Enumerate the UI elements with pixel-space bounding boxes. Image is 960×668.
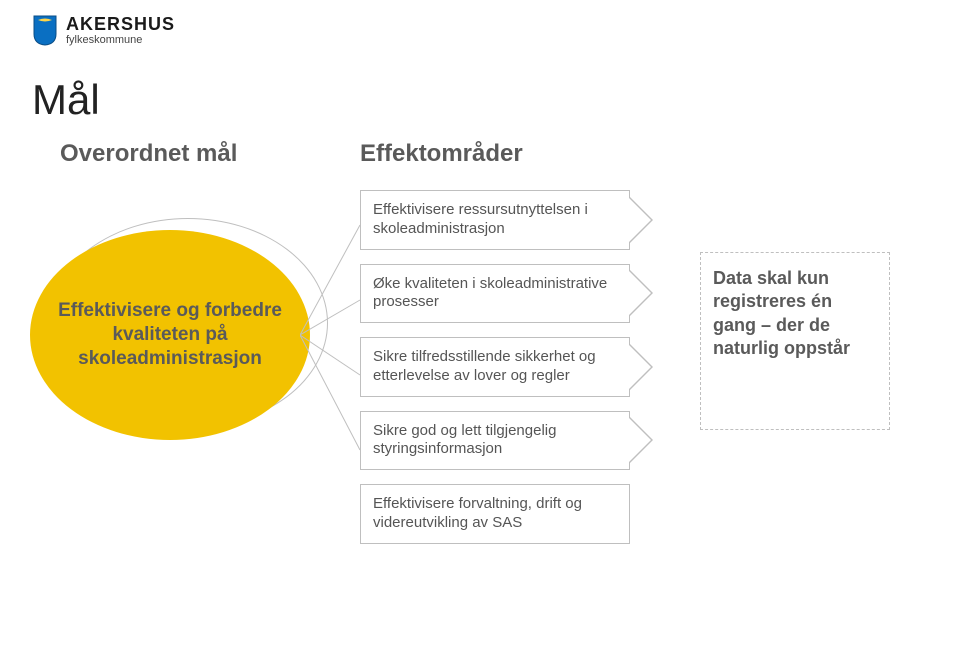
column-header-right: Effektområder [360, 140, 523, 168]
effect-box: Effektivisere ressursutnyttelsen i skole… [360, 190, 630, 250]
effect-box: Øke kvaliteten i skoleadministrative pro… [360, 264, 630, 324]
slide-page: AKERSHUS fylkeskommune Mål Overordnet må… [0, 0, 960, 668]
shield-icon [32, 14, 58, 46]
data-principle-box: Data skal kun registreres én gang – der … [700, 252, 890, 430]
logo-sub-text: fylkeskommune [66, 35, 175, 46]
effect-boxes-column: Effektivisere ressursutnyttelsen i skole… [360, 190, 660, 544]
logo-main-text: AKERSHUS [66, 15, 175, 33]
goal-ellipse-text: Effektivisere og forbedre kvaliteten på … [54, 299, 286, 370]
logo: AKERSHUS fylkeskommune [32, 14, 175, 46]
logo-text: AKERSHUS fylkeskommune [66, 15, 175, 46]
data-principle-text: Data skal kun registreres én gang – der … [713, 268, 850, 358]
effect-box: Effektivisere forvaltning, drift og vide… [360, 484, 630, 544]
effect-box: Sikre tilfredsstillende sikkerhet og ett… [360, 337, 630, 397]
column-header-left: Overordnet mål [60, 140, 237, 168]
page-title: Mål [32, 76, 100, 124]
effect-box: Sikre god og lett tilgjengelig styringsi… [360, 411, 630, 471]
goal-ellipse: Effektivisere og forbedre kvaliteten på … [30, 230, 310, 440]
